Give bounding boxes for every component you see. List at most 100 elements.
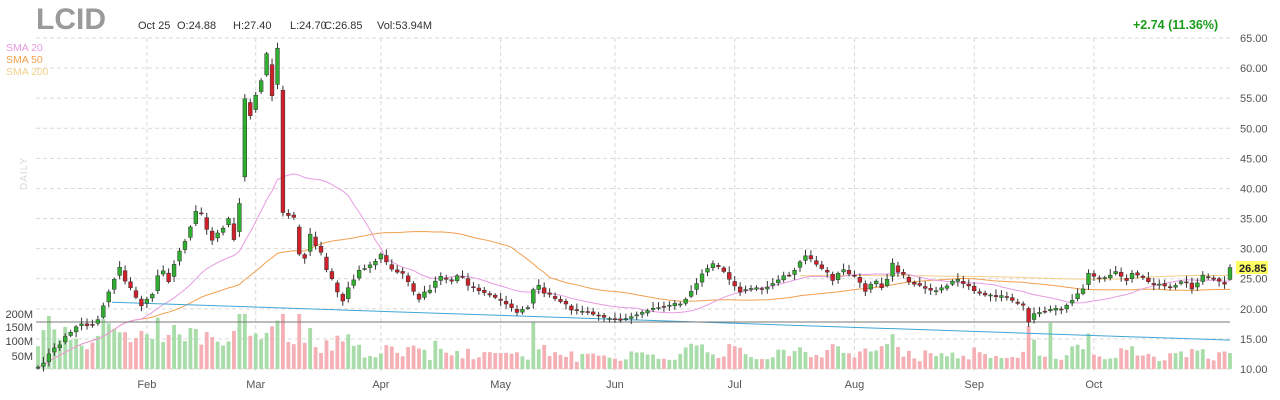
price-tick-label: 55.00: [1240, 93, 1268, 105]
candle-body: [683, 298, 688, 304]
volume-bar: [90, 342, 95, 369]
candle-body: [1004, 296, 1009, 298]
volume-bar: [945, 356, 949, 369]
candle-body: [765, 286, 770, 290]
volume-bar: [1064, 355, 1069, 369]
legend-sma200[interactable]: SMA 200: [6, 66, 49, 78]
candle-body: [155, 275, 160, 291]
candle-body: [1080, 288, 1086, 294]
candle-body: [1053, 307, 1058, 311]
candle-body: [988, 294, 993, 297]
candle-body: [1015, 301, 1020, 304]
candle-body: [1157, 283, 1162, 286]
candle-body: [699, 273, 705, 283]
volume-bar: [1184, 357, 1189, 369]
candle-body: [933, 290, 939, 293]
volume-bar: [1102, 359, 1107, 369]
volume-bar: [346, 334, 351, 369]
volume-bar: [553, 352, 557, 369]
candle-body: [1184, 281, 1189, 284]
candle-body: [612, 318, 618, 320]
quote-open: O:24.88: [177, 20, 216, 32]
candle-body: [928, 288, 933, 291]
candle-body: [1162, 283, 1167, 287]
volume-bar: [1195, 350, 1200, 369]
trendline[interactable]: [111, 301, 1231, 341]
volume-bar: [509, 353, 514, 369]
candle-body: [955, 279, 961, 282]
candle-body: [199, 212, 204, 215]
candle-body: [46, 353, 52, 362]
volume-bar: [629, 351, 634, 369]
volume-bar: [1168, 353, 1173, 369]
candle-body: [890, 262, 895, 277]
legend-sma20[interactable]: SMA 20: [6, 42, 43, 54]
candle-body: [601, 315, 607, 318]
candle-body: [215, 232, 220, 239]
candle-body: [340, 293, 345, 302]
volume-bar: [46, 316, 51, 369]
volume-bar: [656, 358, 661, 369]
quote-volume: Vol:53.94M: [377, 20, 432, 32]
volume-bar: [172, 324, 176, 369]
month-label: Aug: [845, 379, 865, 391]
volume-bar: [727, 344, 732, 369]
volume-bar: [896, 347, 900, 369]
volume-bar: [847, 353, 851, 369]
candle-body: [324, 256, 329, 270]
legend-sma50[interactable]: SMA 50: [6, 54, 43, 66]
candle-body: [471, 286, 476, 289]
volume-bar: [411, 345, 416, 369]
volume-bar: [482, 352, 487, 369]
candle-body: [400, 271, 405, 274]
volume-bar: [1053, 358, 1058, 369]
volume-bar: [215, 341, 220, 369]
volume-bar: [1010, 356, 1015, 369]
volume-bar: [999, 358, 1004, 369]
candle-body: [188, 226, 193, 238]
candle-body: [797, 261, 803, 268]
candle-body: [1118, 271, 1124, 277]
volume-bar: [248, 335, 253, 369]
volume-bar: [1135, 355, 1140, 369]
volume-bar: [623, 359, 628, 369]
candle-body: [776, 279, 781, 283]
candle-body: [520, 309, 525, 313]
candle-body: [286, 213, 291, 216]
volume-bar: [253, 333, 258, 369]
volume-bar: [433, 340, 438, 369]
volume-bar: [487, 352, 492, 369]
volume-bar: [585, 353, 590, 369]
candle-body: [1097, 277, 1102, 280]
candle-body: [825, 270, 830, 273]
candle-body: [737, 286, 743, 293]
volume-bar: [711, 354, 715, 369]
candle-body: [585, 311, 590, 313]
volume-bar: [1217, 352, 1222, 369]
volume-bar: [950, 352, 955, 369]
candle-body: [204, 217, 209, 230]
candle-body: [313, 236, 318, 246]
volume-bar: [232, 331, 236, 369]
volume-bar: [74, 338, 79, 369]
volume-bar: [536, 349, 541, 369]
volume-bar: [564, 356, 568, 369]
volume-bar: [308, 328, 313, 369]
candle-body: [503, 301, 509, 305]
volume-bar: [389, 346, 394, 369]
sma20-line: [37, 173, 1231, 368]
volume-bar: [504, 352, 508, 369]
volume-bar: [743, 354, 748, 369]
volume-bar: [515, 352, 519, 369]
volume-bar: [330, 350, 334, 369]
candle-body: [220, 227, 226, 233]
candle-body: [384, 255, 389, 263]
candle-body: [1189, 282, 1195, 290]
candle-body: [177, 250, 182, 262]
volume-bar: [449, 355, 454, 369]
volume-bar: [357, 344, 362, 369]
volume-bar: [591, 353, 596, 369]
candle-body: [1129, 273, 1135, 279]
